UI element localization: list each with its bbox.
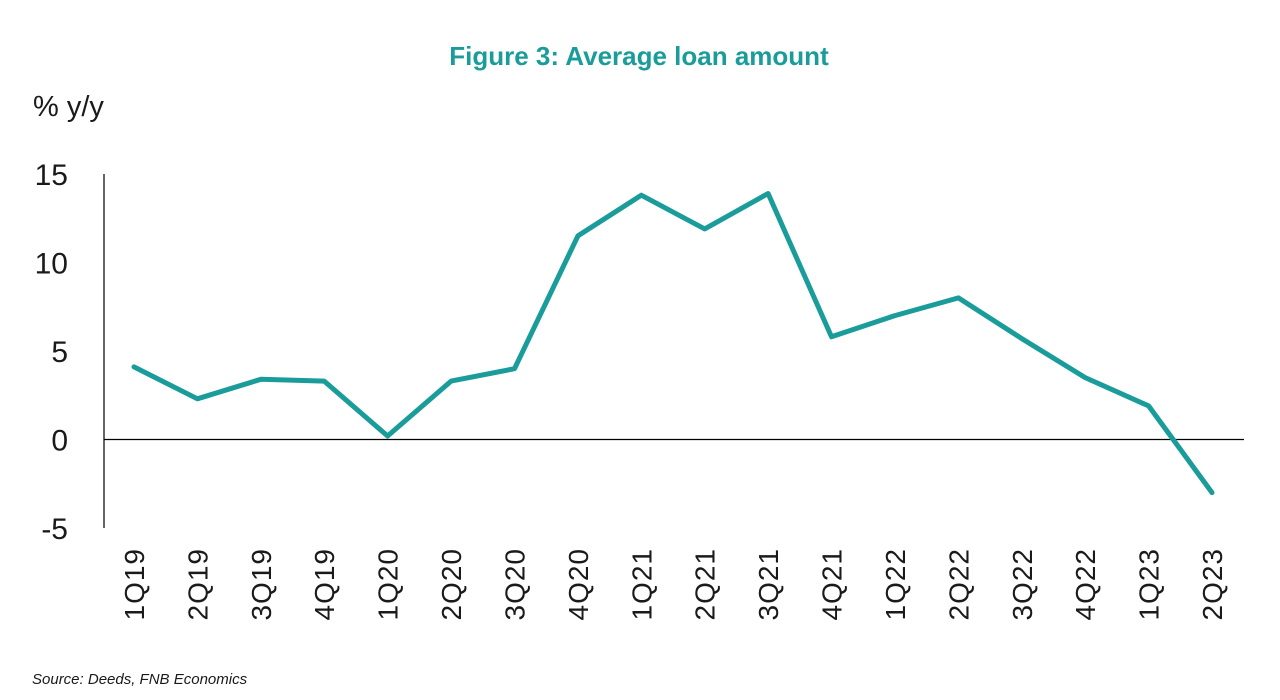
x-tick-label: 4Q20 bbox=[563, 548, 594, 621]
x-tick-label: 1Q20 bbox=[373, 548, 404, 621]
chart-title: Figure 3: Average loan amount bbox=[449, 41, 829, 71]
y-tick-label: 0 bbox=[51, 425, 68, 458]
x-tick-label: 4Q21 bbox=[817, 548, 848, 621]
series-line bbox=[131, 191, 1215, 496]
y-axis-unit-label: % y/y bbox=[33, 91, 104, 123]
y-tick-label: 15 bbox=[35, 159, 68, 192]
x-tick-label: 2Q23 bbox=[1197, 548, 1228, 621]
x-tick-label: 2Q21 bbox=[690, 548, 721, 621]
y-tick-labels: 15 10 5 0 -5 bbox=[35, 159, 68, 546]
x-tick-labels: 1Q19 2Q19 3Q19 4Q19 1Q20 2Q20 3Q20 4Q20 1Q21 2Q21… bbox=[119, 548, 1228, 621]
y-tick-label: 5 bbox=[51, 336, 68, 369]
y-tick-label: 10 bbox=[35, 248, 68, 281]
x-tick-label: 2Q19 bbox=[182, 548, 213, 621]
x-tick-label: 2Q22 bbox=[943, 548, 974, 621]
x-tick-label: 1Q22 bbox=[880, 548, 911, 621]
y-tick-label: -5 bbox=[41, 513, 68, 546]
x-tick-label: 3Q20 bbox=[499, 548, 530, 621]
x-tick-label: 2Q20 bbox=[436, 548, 467, 621]
x-tick-label: 1Q19 bbox=[119, 548, 150, 621]
x-tick-label: 4Q22 bbox=[1070, 548, 1101, 621]
x-tick-label: 1Q21 bbox=[626, 548, 657, 621]
x-tick-label: 3Q22 bbox=[1007, 548, 1038, 621]
x-tick-label: 4Q19 bbox=[309, 548, 340, 621]
x-tick-label: 3Q19 bbox=[246, 548, 277, 621]
source-note: Source: Deeds, FNB Economics bbox=[32, 671, 248, 688]
x-tick-label: 3Q21 bbox=[753, 548, 784, 621]
x-tick-label: 1Q23 bbox=[1134, 548, 1165, 621]
